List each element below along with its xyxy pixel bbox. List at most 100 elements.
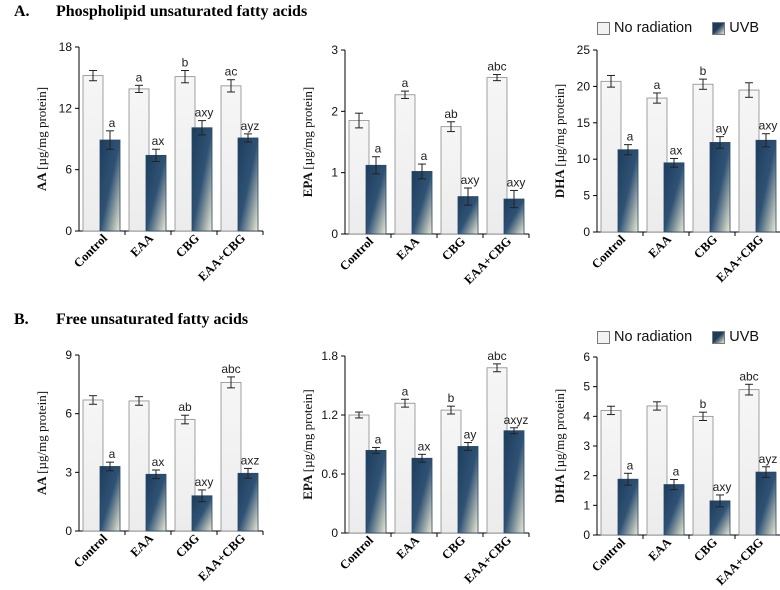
b-dha-significance-label: abc bbox=[739, 369, 758, 383]
b-aa-category-label: EAA bbox=[128, 531, 157, 560]
a-epa-ylabel: EPA [µg/mg protein] bbox=[300, 87, 315, 198]
a-dha-ylabel: DHA [µg/mg protein] bbox=[552, 84, 567, 198]
b-dha-ytick-label: 1 bbox=[583, 498, 590, 512]
a-epa-category-label: EAA bbox=[394, 234, 423, 263]
a-dha-ylabel-name: DHA bbox=[552, 167, 567, 198]
b-dha-ytick-label: 4 bbox=[583, 409, 590, 423]
legend-a: No radiation UVB bbox=[597, 20, 775, 39]
a-dha-category-label: Control bbox=[589, 232, 629, 272]
a-aa-category-label: EAA+CBG bbox=[195, 231, 248, 284]
a-epa-bar-uvb bbox=[411, 171, 433, 235]
a-dha-significance-label: b bbox=[700, 64, 707, 78]
a-epa-ylabel-name: EPA bbox=[300, 170, 315, 198]
a-epa-significance-label: a bbox=[402, 76, 409, 90]
b-dha-significance-label: a bbox=[627, 458, 634, 472]
b-aa-category-label: Control bbox=[71, 531, 111, 571]
a-aa-ylabel-unit: [µg/mg protein] bbox=[34, 87, 49, 170]
section-b-title: B. Free unsaturated fatty acids bbox=[14, 311, 248, 329]
a-epa-bar-uvb bbox=[365, 164, 387, 235]
b-aa-ytick-label: 6 bbox=[65, 407, 72, 421]
b-aa-significance-label: a bbox=[109, 447, 116, 461]
a-dha-significance-label: axy bbox=[759, 119, 778, 133]
b-aa-ylabel-unit: [µg/mg protein] bbox=[34, 391, 49, 474]
b-aa-category-label: CBG bbox=[173, 531, 202, 560]
b-dha-ytick-label: 0 bbox=[583, 528, 590, 542]
b-epa-ytick-label: 0 bbox=[331, 526, 338, 540]
a-aa-ytick-label: 6 bbox=[65, 163, 72, 177]
b-aa-bar-uvb bbox=[237, 472, 259, 532]
b-dha-ylabel: DHA [µg/mg protein] bbox=[552, 389, 567, 503]
a-dha-ytick-label: 0 bbox=[583, 225, 590, 239]
legend-b: No radiation UVB bbox=[597, 329, 775, 348]
a-aa-significance-label: a bbox=[109, 116, 116, 130]
b-epa-bar-uvb bbox=[411, 457, 433, 534]
b-epa-ylabel-name: EPA bbox=[300, 472, 315, 500]
a-aa-ytick-label: 12 bbox=[59, 101, 73, 115]
legend-swatch-uvb bbox=[712, 330, 726, 344]
section-a-text: Phospholipid unsaturated fatty acids bbox=[56, 3, 308, 20]
a-aa-significance-label: axy bbox=[195, 106, 214, 120]
legend-a-uvb: UVB bbox=[712, 20, 759, 36]
b-dha-category-label: EAA bbox=[646, 535, 675, 564]
a-aa-bar-uvb bbox=[237, 137, 259, 232]
a-dha-ylabel-unit: [µg/mg protein] bbox=[552, 84, 567, 167]
a-aa-category-label: CBG bbox=[173, 231, 202, 260]
b-dha-ytick-label: 3 bbox=[583, 439, 590, 453]
b-epa-category-label: EAA+CBG bbox=[461, 533, 514, 586]
b-aa-bar-uvb bbox=[99, 466, 121, 532]
a-dha-significance-label: a bbox=[654, 78, 661, 92]
b-epa-ylabel: EPA [µg/mg protein] bbox=[300, 389, 315, 500]
b-dha-ylabel-name: DHA bbox=[552, 472, 567, 503]
b-dha-bar-uvb bbox=[663, 484, 685, 536]
legend-label-no-radiation: No radiation bbox=[614, 20, 693, 36]
b-epa-significance-label: ax bbox=[418, 439, 431, 453]
b-aa-ylabel: AA [µg/mg protein] bbox=[34, 391, 49, 495]
b-aa-category-label: EAA+CBG bbox=[195, 531, 248, 584]
a-epa-category-label: EAA+CBG bbox=[461, 234, 514, 287]
legend-b-uvb: UVB bbox=[712, 329, 759, 345]
b-epa-significance-label: axyz bbox=[504, 413, 529, 427]
b-epa-bar-uvb bbox=[457, 446, 479, 534]
b-dha-ytick-label: 6 bbox=[583, 350, 590, 364]
a-epa-significance-label: a bbox=[375, 142, 382, 156]
b-epa-ytick-label: 0.6 bbox=[321, 467, 338, 481]
b-dha-category-label: Control bbox=[589, 535, 629, 575]
legend-swatch-no-radiation bbox=[597, 21, 610, 35]
a-aa-significance-label: ayz bbox=[241, 119, 260, 133]
a-dha-bar-uvb bbox=[617, 149, 639, 233]
a-epa-significance-label: axy bbox=[461, 173, 480, 187]
a-aa-ytick-label: 0 bbox=[65, 224, 72, 238]
b-epa-ylabel-unit: [µg/mg protein] bbox=[300, 389, 315, 472]
b-dha-ytick-label: 2 bbox=[583, 469, 590, 483]
b-aa-significance-label: axz bbox=[241, 453, 260, 467]
a-aa-category-label: EAA bbox=[128, 231, 157, 260]
legend-swatch-uvb bbox=[712, 21, 726, 35]
a-epa-ytick-label: 1 bbox=[331, 166, 338, 180]
a-dha-category-label: CBG bbox=[691, 232, 720, 261]
b-dha-significance-label: axy bbox=[713, 480, 732, 494]
a-epa-significance-label: axy bbox=[507, 175, 526, 189]
legend-label-no-radiation: No radiation bbox=[614, 329, 693, 345]
b-epa-category-label: Control bbox=[337, 533, 377, 573]
b-epa-ytick-label: 1.2 bbox=[321, 408, 338, 422]
b-epa-bar-uvb bbox=[503, 430, 525, 534]
a-aa-ylabel-name: AA bbox=[34, 170, 49, 191]
a-epa-ytick-label: 0 bbox=[331, 227, 338, 241]
a-dha-ytick-label: 20 bbox=[577, 79, 591, 93]
b-epa-significance-label: a bbox=[375, 432, 382, 446]
a-aa-significance-label: ac bbox=[225, 65, 238, 79]
b-aa-ytick-label: 3 bbox=[65, 465, 72, 479]
a-dha-bar-uvb bbox=[663, 162, 685, 233]
a-epa-significance-label: abc bbox=[487, 60, 506, 74]
legend-label-uvb: UVB bbox=[729, 20, 760, 36]
section-b-letter: B. bbox=[14, 311, 29, 328]
b-dha-category-label: EAA+CBG bbox=[713, 535, 766, 588]
b-epa-significance-label: ay bbox=[464, 428, 477, 442]
b-dha-significance-label: ayz bbox=[759, 452, 778, 466]
a-dha-bar-uvb bbox=[709, 142, 731, 233]
b-dha-bar-uvb bbox=[617, 478, 639, 536]
a-epa-significance-label: a bbox=[421, 149, 428, 163]
b-dha-ylabel-unit: [µg/mg protein] bbox=[552, 389, 567, 472]
legend-swatch-no-radiation bbox=[597, 330, 610, 344]
